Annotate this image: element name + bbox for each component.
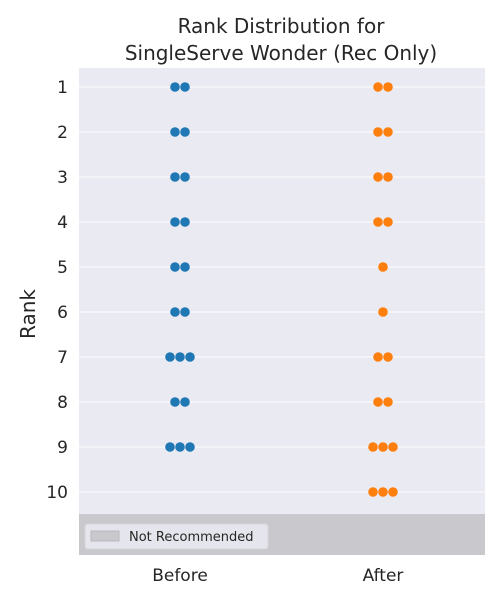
y-tick-2: 2: [57, 123, 68, 143]
y-tick-labels: 1 2 3 4 5 6 7 8 9 10: [46, 78, 68, 503]
point-before-rank-7-1: [165, 352, 175, 362]
y-tick-7: 7: [57, 348, 68, 368]
point-before-rank-2-2: [180, 127, 190, 137]
point-before-rank-3-2: [180, 172, 190, 182]
point-before-rank-2-1: [170, 127, 180, 137]
legend-swatch: [90, 530, 120, 542]
y-tick-10: 10: [46, 483, 68, 503]
legend: Not Recommended: [84, 523, 269, 550]
y-tick-9: 9: [57, 438, 68, 458]
point-after-rank-1-1: [373, 82, 383, 92]
chart-title-line-1: Rank Distribution for: [178, 14, 386, 38]
point-after-rank-4-1: [373, 217, 383, 227]
point-after-rank-4-2: [383, 217, 393, 227]
point-before-rank-9-1: [165, 442, 175, 452]
point-before-rank-3-1: [170, 172, 180, 182]
point-after-rank-3-1: [373, 172, 383, 182]
y-tick-4: 4: [57, 213, 68, 233]
point-after-rank-7-2: [383, 352, 393, 362]
x-tick-before: Before: [152, 566, 208, 586]
point-before-rank-8-1: [170, 397, 180, 407]
point-after-rank-6-1: [378, 307, 388, 317]
y-tick-5: 5: [57, 258, 68, 278]
chart-title-line-2: SingleServe Wonder (Rec Only): [125, 41, 437, 65]
point-before-rank-5-1: [170, 262, 180, 272]
point-after-rank-9-3: [388, 442, 398, 452]
point-before-rank-1-2: [180, 82, 190, 92]
x-tick-labels: Before After: [152, 566, 403, 586]
point-before-rank-7-3: [185, 352, 195, 362]
point-before-rank-6-2: [180, 307, 190, 317]
point-after-rank-7-1: [373, 352, 383, 362]
point-after-rank-1-2: [383, 82, 393, 92]
point-before-rank-4-2: [180, 217, 190, 227]
x-tick-after: After: [363, 566, 404, 586]
point-after-rank-8-1: [373, 397, 383, 407]
point-before-rank-9-3: [185, 442, 195, 452]
point-before-rank-1-1: [170, 82, 180, 92]
legend-label: Not Recommended: [129, 530, 254, 545]
point-after-rank-9-2: [378, 442, 388, 452]
point-before-rank-8-2: [180, 397, 190, 407]
point-after-rank-10-2: [378, 487, 388, 497]
y-axis-label: Rank: [16, 289, 40, 339]
point-after-rank-2-1: [373, 127, 383, 137]
grid-lines: [79, 86, 485, 493]
point-before-rank-7-2: [175, 352, 185, 362]
point-after-rank-8-2: [383, 397, 393, 407]
point-before-rank-5-2: [180, 262, 190, 272]
point-after-rank-10-3: [388, 487, 398, 497]
point-after-rank-10-1: [368, 487, 378, 497]
y-tick-3: 3: [57, 168, 68, 188]
point-before-rank-4-1: [170, 217, 180, 227]
swarm-points: [165, 82, 398, 497]
point-before-rank-9-2: [175, 442, 185, 452]
y-tick-6: 6: [57, 303, 68, 323]
point-after-rank-5-1: [378, 262, 388, 272]
y-tick-8: 8: [57, 393, 68, 413]
legend-box: [84, 523, 269, 550]
y-tick-1: 1: [57, 78, 68, 98]
point-before-rank-6-1: [170, 307, 180, 317]
point-after-rank-2-2: [383, 127, 393, 137]
point-after-rank-9-1: [368, 442, 378, 452]
point-after-rank-3-2: [383, 172, 393, 182]
